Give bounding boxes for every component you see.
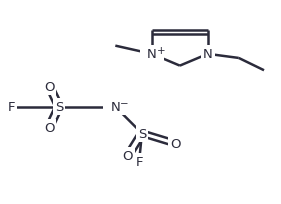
Text: F: F — [8, 101, 15, 114]
Text: F: F — [8, 101, 15, 114]
Text: O: O — [123, 150, 133, 163]
Text: −: − — [120, 98, 129, 108]
Text: +: + — [157, 45, 166, 55]
Text: S: S — [55, 101, 63, 114]
Text: N: N — [110, 101, 120, 114]
Text: S: S — [138, 127, 146, 140]
Text: F: F — [135, 156, 143, 169]
Text: O: O — [170, 137, 181, 150]
Text: S: S — [55, 101, 63, 114]
Text: O: O — [44, 80, 55, 93]
Text: O: O — [44, 80, 55, 93]
Text: O: O — [44, 121, 55, 134]
Text: S: S — [138, 127, 146, 140]
Text: N: N — [203, 48, 213, 61]
Text: O: O — [123, 150, 133, 163]
Text: F: F — [135, 156, 143, 169]
Text: O: O — [44, 121, 55, 134]
Text: N: N — [203, 48, 213, 61]
Text: N+: N+ — [141, 48, 162, 61]
Text: N: N — [147, 48, 157, 61]
Text: O: O — [170, 137, 181, 150]
Text: N−: N− — [105, 101, 126, 114]
